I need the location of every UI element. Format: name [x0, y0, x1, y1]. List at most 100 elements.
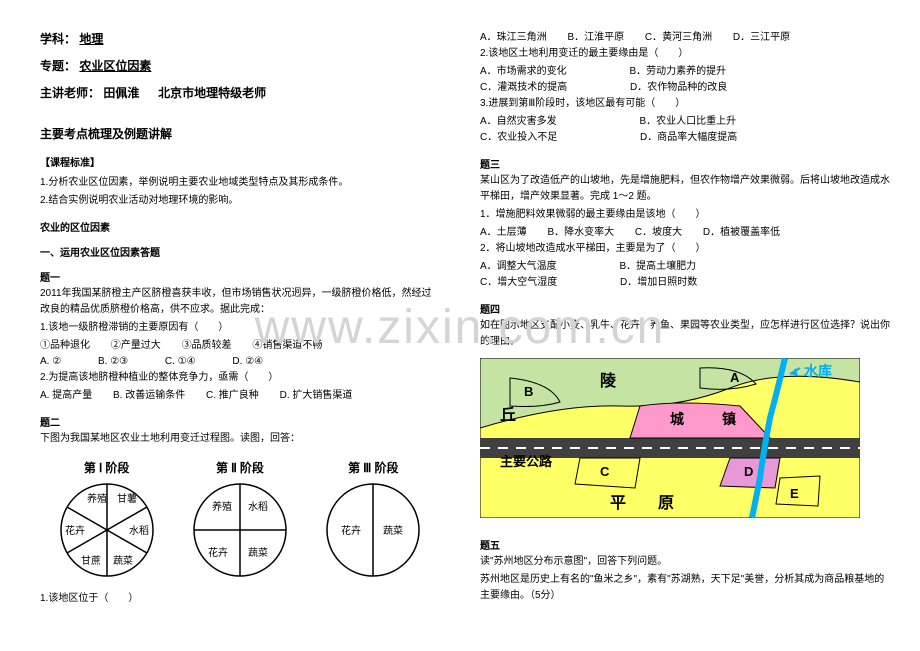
- pie1-e: 甘蔗: [81, 554, 101, 567]
- pie3-label: 第 Ⅲ 阶段: [323, 459, 423, 476]
- q2c-l1-C: C．黄河三角洲: [645, 30, 712, 46]
- page-columns: 学科： 地理 专题： 农业区位因素 主讲老师： 田佩淮 北京市地理特级老师 主要…: [0, 0, 920, 651]
- q1-g3: ③品质较差: [182, 338, 232, 354]
- subject-line: 学科： 地理: [40, 30, 440, 47]
- map-plain-label: 平 原: [610, 494, 674, 512]
- teacher-title: [143, 86, 155, 100]
- q2c-l2-B: B．劳动力素养的提升: [629, 64, 726, 80]
- factor-heading: 农业的区位因素: [40, 219, 440, 234]
- standard-1: 1.分析农业区位因素，举例说明主要农业地域类型特点及其形成条件。: [40, 175, 440, 191]
- q1-p1: 1.该地一级脐橙滞销的主要原因有（ ）: [40, 320, 440, 336]
- pie2-c: 蔬菜: [248, 547, 268, 559]
- q1-p2-A: A. 提高产量: [40, 388, 92, 404]
- q2c-l3a: A．自然灾害多发 B．农业人口比重上升: [480, 114, 890, 130]
- pie3-a: 花卉: [341, 524, 361, 537]
- q1-p1-D: D. ②④: [232, 354, 263, 370]
- left-column: 学科： 地理 专题： 农业区位因素 主讲老师： 田佩淮 北京市地理特级老师 主要…: [0, 0, 460, 651]
- map-hill-label: 陵: [600, 372, 617, 390]
- q1-p2-opts: A. 提高产量 B. 改善运输条件 C. 推广良种 D. 扩大销售渠道: [40, 388, 440, 404]
- subject-value: 地理: [79, 32, 103, 46]
- map-E: E: [790, 486, 799, 501]
- q3-l1-D: D．植被覆盖率低: [703, 225, 780, 241]
- q4-intro: 如在图示地区支配小麦、乳牛、花卉、养鱼、果园等农业类型，应怎样进行区位选择？说出…: [480, 318, 890, 350]
- q5-title: 题五: [480, 537, 890, 552]
- q2c-l3-B: B．农业人口比重上升: [639, 114, 736, 130]
- q4-title: 题四: [480, 301, 890, 316]
- q4-map: 陵 丘 水库 城 镇 主要公路 平 原 A B C D E: [480, 358, 860, 518]
- right-column: A．珠江三角洲 B．江淮平原 C．黄河三角洲 D．三江平原 2.该地区土地利用变…: [460, 0, 920, 651]
- q2c-l2-A: A．市场需求的变化: [480, 64, 567, 80]
- q2-title: 题二: [40, 414, 440, 429]
- map-town-label: 城: [670, 411, 684, 428]
- pie1-label: 第 Ⅰ 阶段: [57, 459, 157, 476]
- q3-l2a: A．调整大气温度 B．提高土壤肥力: [480, 259, 890, 275]
- pie1-f: 花卉: [65, 524, 85, 537]
- q2c-l2b: C．灌溉技术的提高 D．农作物品种的改良: [480, 80, 890, 96]
- q1-p2-B: B. 改善运输条件: [113, 388, 185, 404]
- q2c-l1-B: B．江淮平原: [567, 30, 624, 46]
- pie3-wrap: 第 Ⅲ 阶段 花卉 蔬菜: [323, 459, 423, 583]
- q1-p2-C: C. 推广良种: [206, 388, 259, 404]
- q3-l2b: C．增大空气湿度 D．增加日照时数: [480, 275, 890, 291]
- pie1-svg: 养殖 甘薯 水稻 蔬菜 甘蔗 花卉: [57, 480, 157, 580]
- q5-intro2: 苏州地区是历史上有名的"鱼米之乡"，素有"苏湖熟，天下足"美誉，分析其成为商品粮…: [480, 572, 890, 604]
- topic-value: 农业区位因素: [79, 59, 151, 73]
- pie2-a: 养殖: [212, 500, 232, 513]
- q3-l1: A．土层薄 B．降水变率大 C．坡度大 D．植被覆盖率低: [480, 225, 890, 241]
- map-hill-label2: 丘: [500, 406, 516, 424]
- q3-p2: 2．将山坡地改造成水平梯田，主要是为了（ ）: [480, 241, 890, 257]
- q2-intro: 下图为我国某地区农业土地利用变迁过程图。读图，回答：: [40, 431, 440, 447]
- q3-l1-B: B．降水变率大: [547, 225, 614, 241]
- map-C: C: [600, 464, 610, 479]
- q3-l2-C: C．增大空气湿度: [480, 275, 557, 291]
- q1-g2: ②产量过大: [111, 338, 161, 354]
- teacher-line: 主讲老师： 田佩淮 北京市地理特级老师: [40, 84, 440, 101]
- q3-p1: 1．增施肥料效果微弱的最主要缘由是该地（ ）: [480, 207, 890, 223]
- teacher-label: 主讲老师：: [40, 86, 100, 100]
- map-D: D: [744, 464, 753, 479]
- q2c-l2-D: D．农作物品种的改良: [630, 80, 727, 96]
- q2c-l3-A: A．自然灾害多发: [480, 114, 557, 130]
- q2c-l3-C: C．农业投入不足: [480, 130, 557, 146]
- q3-l2-D: D．增加日照时数: [620, 275, 697, 291]
- q3-l1-A: A．土层薄: [480, 225, 527, 241]
- pie2-svg: 养殖 水稻 蔬菜 花卉: [190, 480, 290, 580]
- q1-p2: 2.为提高该地脐橙种植业的整体竞争力，亟需（ ）: [40, 370, 440, 386]
- use-heading: 一、运用农业区位因素答题: [40, 244, 440, 259]
- q2c-l1-A: A．珠江三角洲: [480, 30, 547, 46]
- pie2-b: 水稻: [248, 501, 268, 513]
- q1-p1-B: B. ②③: [98, 354, 128, 370]
- teacher-name: 田佩淮: [103, 86, 139, 100]
- subject-label: 学科：: [40, 32, 76, 46]
- q1-intro: 2011年我国某脐橙主产区脐橙喜获丰收，但市场销售状况迥异，一级脐橙价格低，然经…: [40, 286, 440, 318]
- q2c-l3-D: D．商品率大幅度提高: [640, 130, 737, 146]
- q2c-l2a: A．市场需求的变化 B．劳动力素养的提升: [480, 64, 890, 80]
- pie3-svg: 花卉 蔬菜: [323, 480, 423, 580]
- q2c-l1: A．珠江三角洲 B．江淮平原 C．黄河三角洲 D．三江平原: [480, 30, 890, 46]
- q3-intro: 某山区为了改造低产的山坡地，先是增施肥料，但农作物增产效果微弱。后将山坡地改造成…: [480, 173, 890, 205]
- map-reservoir-label: 水库: [804, 363, 832, 380]
- map-road-label: 主要公路: [500, 454, 553, 469]
- q2-q: 1.该地区位于（ ）: [40, 591, 440, 607]
- standard-2: 2.结合实例说明农业活动对地理环境的影响。: [40, 193, 440, 209]
- q5-intro1: 读"苏州地区分布示意图"，回答下列问题。: [480, 554, 890, 570]
- pie1-d: 蔬菜: [113, 555, 133, 567]
- map-B: B: [524, 384, 533, 399]
- q2c-p3: 3.进展到第Ⅲ阶段时，该地区最有可能（ ）: [480, 96, 890, 112]
- q2c-l2-C: C．灌溉技术的提高: [480, 80, 567, 96]
- q1-p1-C: C. ①④: [165, 354, 196, 370]
- q1-p2-D: D. 扩大销售渠道: [280, 388, 353, 404]
- pie3-b: 蔬菜: [383, 525, 403, 537]
- q1-p1-groups: ①品种退化 ②产量过大 ③品质较差 ④销售渠道不畅: [40, 338, 440, 354]
- q1-p1-A: A. ②: [40, 354, 61, 370]
- pie1-b: 甘薯: [117, 492, 137, 505]
- pie1-c: 水稻: [129, 525, 149, 537]
- pie2-wrap: 第 Ⅱ 阶段 养殖 水稻 蔬菜 花卉: [190, 459, 290, 583]
- q2c-p2: 2.该地区土地利用变迁的最主要缘由是（ ）: [480, 46, 890, 62]
- map-town-label2: 镇: [722, 411, 736, 428]
- topic-label: 专题：: [40, 59, 76, 73]
- standard-heading: 【课程标准】: [40, 154, 440, 169]
- pie-row: 第 Ⅰ 阶段 养殖 甘薯 水稻 蔬菜 甘蔗 花卉: [40, 459, 440, 583]
- q3-l2-A: A．调整大气温度: [480, 259, 557, 275]
- teacher-title-text: 北京市地理特级老师: [158, 86, 266, 100]
